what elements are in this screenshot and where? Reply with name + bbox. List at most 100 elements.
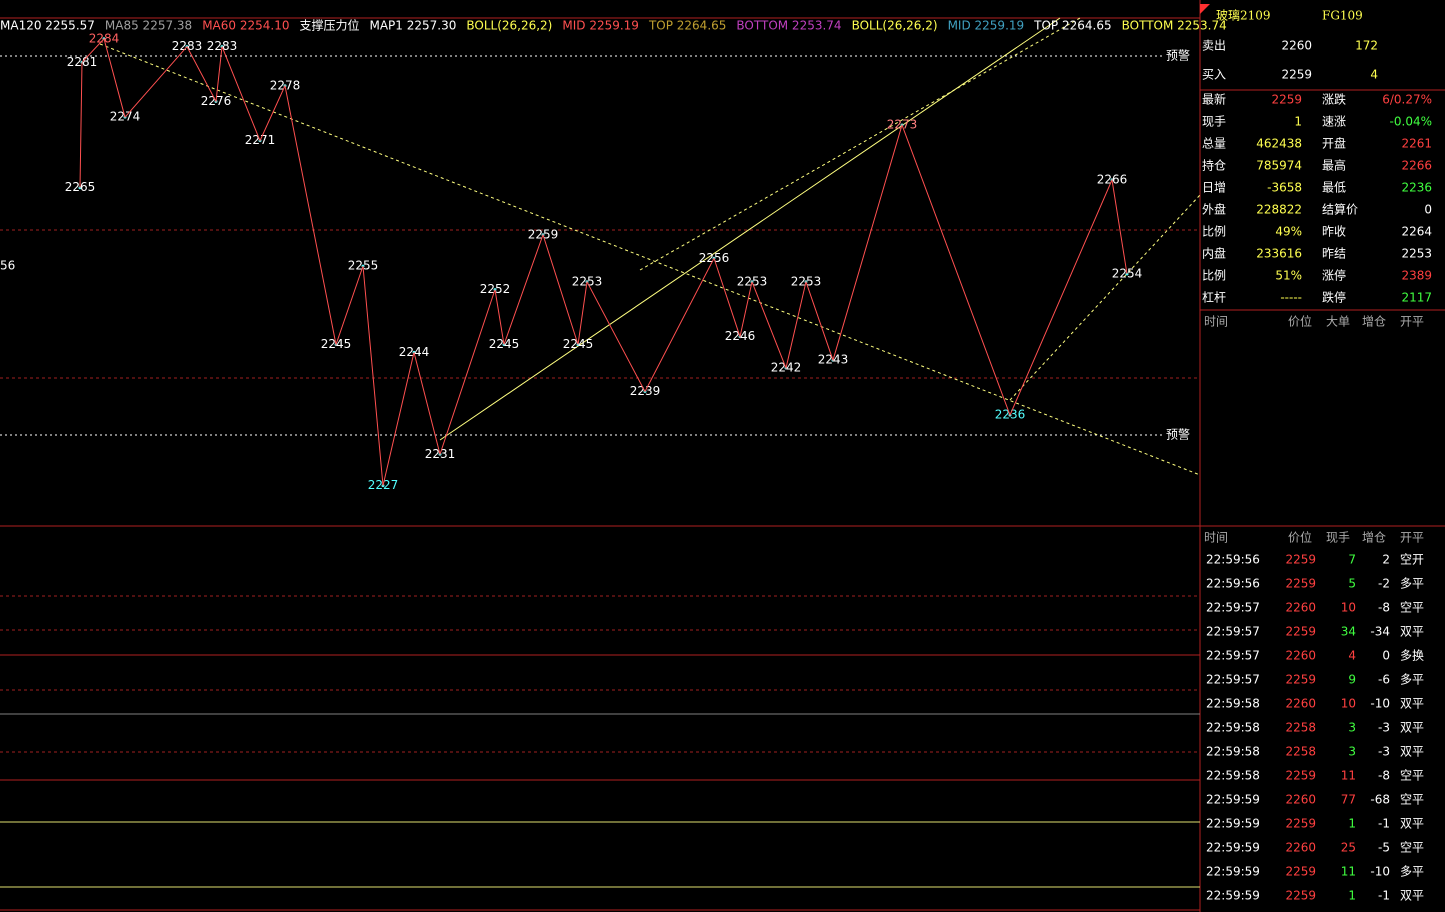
trade-type: 多平 bbox=[1400, 673, 1424, 687]
indicator: TOP 2264.65 bbox=[1033, 19, 1111, 33]
trade-volume: 25 bbox=[1341, 841, 1356, 855]
stat-label: 现手 bbox=[1202, 115, 1226, 129]
trade-type: 空平 bbox=[1400, 841, 1424, 855]
trade-time: 22:59:57 bbox=[1206, 601, 1260, 615]
price-annotation: 2255 bbox=[348, 259, 379, 273]
trade-change: -10 bbox=[1370, 865, 1390, 879]
trade-type: 双平 bbox=[1400, 745, 1424, 759]
trade-type: 空平 bbox=[1400, 793, 1424, 807]
trade-type: 空平 bbox=[1400, 601, 1424, 615]
trade-type: 双平 bbox=[1400, 817, 1424, 831]
trade-volume: 3 bbox=[1348, 721, 1356, 735]
indicator: BOLL(26,26,2) bbox=[466, 19, 552, 33]
instrument-code: FG109 bbox=[1322, 9, 1363, 23]
trade-type: 空平 bbox=[1400, 769, 1424, 783]
big-order-header: 增仓 bbox=[1362, 315, 1386, 329]
indicator: MA120 2255.57 bbox=[0, 19, 95, 33]
trade-change: -5 bbox=[1378, 841, 1390, 855]
instrument-name: 玻璃2109 bbox=[1216, 9, 1271, 23]
trade-time: 22:59:59 bbox=[1206, 841, 1260, 855]
trade-price: 2258 bbox=[1285, 721, 1316, 735]
trade-type: 双平 bbox=[1400, 625, 1424, 639]
trade-time: 22:59:59 bbox=[1206, 889, 1260, 903]
trade-price: 2259 bbox=[1285, 673, 1316, 687]
trade-type: 空开 bbox=[1400, 553, 1424, 567]
stat-label: 内盘 bbox=[1202, 246, 1226, 261]
trade-price: 2259 bbox=[1285, 577, 1316, 591]
trade-header: 现手 bbox=[1326, 531, 1350, 545]
trade-volume: 77 bbox=[1341, 793, 1356, 807]
indicator: MA60 2254.10 bbox=[202, 19, 289, 33]
trade-time: 22:59:57 bbox=[1206, 649, 1260, 663]
stat-value: 2389 bbox=[1401, 269, 1432, 283]
trade-volume: 3 bbox=[1348, 745, 1356, 759]
trade-price: 2258 bbox=[1285, 745, 1316, 759]
trade-time: 22:59:59 bbox=[1206, 817, 1260, 831]
trade-change: -8 bbox=[1378, 601, 1390, 615]
trade-time: 22:59:59 bbox=[1206, 793, 1260, 807]
price-path bbox=[79, 37, 1128, 486]
trade-price: 2260 bbox=[1285, 649, 1316, 663]
indicator: TOP 2264.65 bbox=[648, 19, 726, 33]
trade-volume: 10 bbox=[1341, 601, 1356, 615]
stat-label: 比例 bbox=[1202, 225, 1226, 239]
stat-label: 杠杆 bbox=[1202, 290, 1226, 305]
big-order-header: 大单 bbox=[1326, 315, 1350, 329]
trade-change: -3 bbox=[1378, 745, 1390, 759]
stat-label: 外盘 bbox=[1202, 202, 1226, 217]
trade-time: 22:59:57 bbox=[1206, 625, 1260, 639]
trade-type: 双平 bbox=[1400, 697, 1424, 711]
stat-value: 785974 bbox=[1256, 159, 1302, 173]
trade-volume: 11 bbox=[1341, 865, 1356, 879]
trade-time: 22:59:56 bbox=[1206, 577, 1260, 591]
stat-label: 昨收 bbox=[1322, 225, 1346, 239]
stat-value: -0.04% bbox=[1390, 115, 1432, 129]
trend-lines bbox=[99, 17, 1201, 476]
trade-change: -8 bbox=[1378, 769, 1390, 783]
stat-value: 233616 bbox=[1256, 247, 1302, 261]
trade-volume: 1 bbox=[1348, 889, 1356, 903]
trade-change: -6 bbox=[1378, 673, 1390, 687]
stat-label: 结算价 bbox=[1322, 202, 1358, 217]
stat-value: 2259 bbox=[1271, 93, 1302, 107]
big-order-header: 开平 bbox=[1400, 315, 1424, 329]
corner-marker bbox=[1200, 4, 1210, 14]
trade-change: 0 bbox=[1382, 649, 1390, 663]
order-label: 卖出 bbox=[1202, 39, 1226, 53]
indicator: BOTTOM 2253.74 bbox=[1122, 19, 1227, 33]
trade-header: 增仓 bbox=[1362, 531, 1386, 545]
indicator: MA85 2257.38 bbox=[105, 19, 192, 33]
trade-change: -1 bbox=[1378, 889, 1390, 903]
trade-change: 2 bbox=[1382, 553, 1390, 567]
stat-value: 462438 bbox=[1256, 137, 1302, 151]
trade-volume: 11 bbox=[1341, 769, 1356, 783]
sub-lines bbox=[0, 713, 1200, 888]
stat-value: 2117 bbox=[1401, 291, 1432, 305]
warning-label: 预警 bbox=[1166, 48, 1190, 63]
trade-time: 22:59:56 bbox=[1206, 553, 1260, 567]
trade-price: 2259 bbox=[1285, 553, 1316, 567]
trade-volume: 5 bbox=[1348, 577, 1356, 591]
trade-change: -2 bbox=[1378, 577, 1390, 591]
guides bbox=[0, 229, 1200, 753]
trade-volume: 10 bbox=[1341, 697, 1356, 711]
stat-label: 最低 bbox=[1322, 181, 1346, 195]
stat-label: 最高 bbox=[1322, 158, 1346, 173]
stat-value: 51% bbox=[1275, 269, 1302, 283]
edge-label: 56 bbox=[0, 259, 15, 273]
stat-label: 最新 bbox=[1202, 92, 1226, 107]
trade-time: 22:59:58 bbox=[1206, 721, 1260, 735]
trade-time: 22:59:58 bbox=[1206, 697, 1260, 711]
stat-value: 2264 bbox=[1401, 225, 1432, 239]
stat-value: 2236 bbox=[1401, 181, 1432, 195]
stat-value: 49% bbox=[1275, 225, 1302, 239]
trade-price: 2260 bbox=[1285, 697, 1316, 711]
stat-value: 0 bbox=[1424, 203, 1432, 217]
trade-time: 22:59:59 bbox=[1206, 865, 1260, 879]
trade-type: 双平 bbox=[1400, 721, 1424, 735]
trade-price: 2259 bbox=[1285, 625, 1316, 639]
trade-time: 22:59:57 bbox=[1206, 673, 1260, 687]
trade-volume: 34 bbox=[1341, 625, 1356, 639]
